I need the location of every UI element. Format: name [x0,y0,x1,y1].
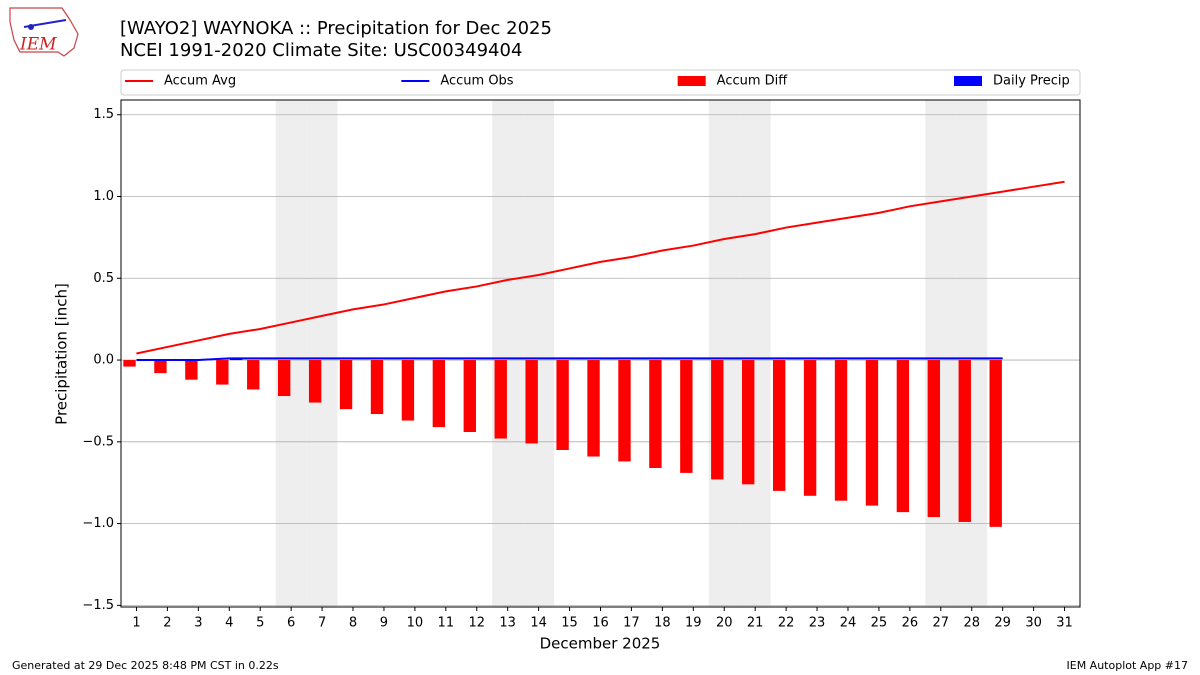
bar [401,360,415,421]
x-tick-label: 9 [380,616,388,631]
bar [339,360,353,410]
x-tick-label: 23 [809,616,826,631]
logo-dot [28,24,34,30]
x-tick-label: 8 [349,616,357,631]
bar [494,360,507,439]
chart-subtitle: NCEI 1991-2020 Climate Site: USC00349404 [120,40,522,61]
y-axis-label: Precipitation [inch] [53,283,71,425]
y-tick-label: −1.5 [82,598,114,613]
bar [958,360,971,522]
x-tick-label: 31 [1056,616,1073,631]
legend-label: Accum Diff [717,74,789,89]
bar [370,360,384,415]
legend-swatch [677,76,706,86]
legend-swatch [954,76,982,86]
x-tick-label: 2 [163,616,171,631]
y-tick-label: 1.5 [93,107,114,122]
line [136,357,1003,362]
x-tick-label: 7 [318,616,326,631]
x-tick-label: 1 [132,616,140,631]
logo-text: IEM [19,35,57,55]
x-tick-label: 13 [499,616,516,631]
bar [803,360,817,496]
bar [772,360,786,491]
x-tick-label: 16 [592,616,609,631]
bar [154,360,167,374]
weekend-shade [956,100,988,607]
line [136,180,1065,355]
x-tick-label: 11 [438,616,455,631]
x-tick-label: 6 [287,616,295,631]
x-tick-label: 10 [407,616,424,631]
bar [123,360,136,367]
y-tick-label: 1.0 [93,189,114,204]
legend-frame [120,69,1081,96]
y-tick-label: −0.5 [82,434,114,449]
bar [556,360,569,450]
bar [247,360,260,390]
x-tick-label: 20 [716,616,733,631]
footer-left: Generated at 29 Dec 2025 8:48 PM CST in … [12,659,279,672]
x-tick-label: 17 [623,616,640,631]
bar [649,360,662,468]
bar [216,360,229,385]
bar [432,360,446,428]
x-tick-label: 22 [778,616,795,631]
bar [834,360,848,501]
x-tick-label: 14 [530,616,547,631]
x-tick-label: 4 [225,616,233,631]
y-tick-label: 0.5 [93,271,114,286]
bar [896,360,910,513]
weekend-shade [739,100,771,607]
bar [865,360,879,506]
bar [742,360,755,485]
legend-label: Daily Precip [993,74,1070,89]
x-axis-label: December 2025 [540,635,661,653]
x-tick-label: 5 [256,616,264,631]
bar [989,360,1002,527]
bar [927,360,941,518]
x-tick-label: 19 [685,616,702,631]
x-tick-label: 12 [468,616,485,631]
weekend-shade [925,100,957,607]
x-tick-label: 3 [194,616,202,631]
x-tick-label: 25 [871,616,888,631]
x-tick-label: 26 [902,616,919,631]
bar [277,360,291,397]
chart-title: [WAYO2] WAYNOKA :: Precipitation for Dec… [120,18,552,39]
weekend-shade [523,100,555,607]
bar [587,360,600,457]
bar [185,360,198,380]
legend-label: Accum Obs [440,74,513,89]
y-tick-label: 0.0 [93,353,114,368]
x-tick-label: 24 [840,616,857,631]
x-tick-label: 21 [747,616,764,631]
logo: IEM [9,7,79,57]
x-tick-label: 27 [933,616,950,631]
y-tick-label: −1.0 [82,516,114,531]
bar [680,360,693,473]
footer-right: IEM Autoplot App #17 [1067,659,1189,672]
bar [711,360,724,480]
weekend-shade [275,100,307,607]
bar [308,360,322,403]
x-tick-label: 18 [654,616,671,631]
weekend-shade [306,100,338,607]
weekend-shade [492,100,524,607]
plot-frame [120,99,1081,608]
x-tick-label: 30 [1025,616,1042,631]
legend-label: Accum Avg [164,74,236,89]
x-tick-label: 15 [561,616,578,631]
bar [463,360,476,433]
x-tick-label: 29 [994,616,1011,631]
weekend-shade [708,100,740,607]
bar [525,360,538,444]
bar [618,360,631,462]
x-tick-label: 28 [963,616,980,631]
